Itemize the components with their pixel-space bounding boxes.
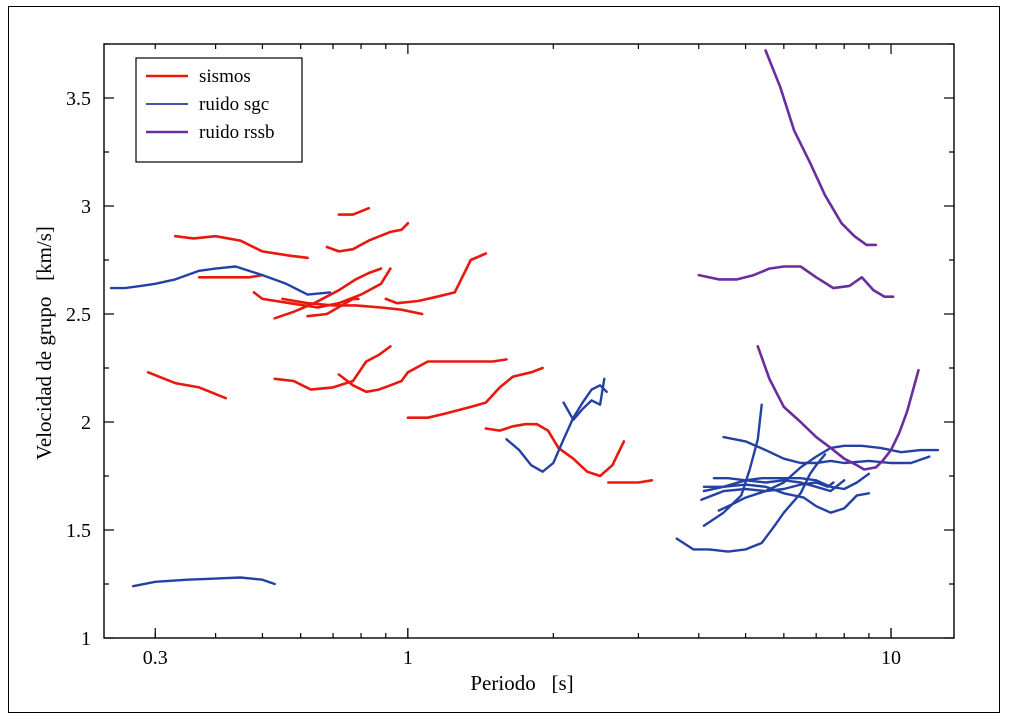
x-tick-label: 1	[403, 647, 413, 669]
legend-label-ruido-sgc: ruido sgc	[199, 94, 269, 115]
series-ruido-sgc-curve-9	[717, 444, 940, 512]
series-ruido-rssb-curve-0	[764, 49, 878, 247]
axis-ticks: 1 1.5 2 2.5 3 3.5 0.3 1 10	[66, 43, 954, 669]
series-ruido-sgc-curve-3	[562, 377, 606, 421]
series-sismos-curve-7	[306, 297, 360, 318]
series-ruido-rssb-curve-1	[697, 265, 895, 299]
series-ruido-sgc-curve-8	[700, 481, 835, 501]
y-tick-label: 2.5	[66, 304, 91, 326]
chart-frame	[8, 6, 1000, 713]
y-tick-label: 1.5	[66, 520, 91, 542]
series-ruido-sgc-curve-5	[712, 477, 846, 493]
plot-curves	[109, 49, 940, 588]
series-sismos-curve-2	[325, 222, 410, 253]
series-sismos-curve-10	[273, 345, 392, 391]
series-ruido-sgc-curve-7	[702, 472, 871, 493]
series-sismos-curve-11	[337, 358, 508, 394]
series-sismos-curve-6	[281, 297, 424, 316]
legend-label-sismos: sismos	[199, 66, 251, 87]
legend: sismos ruido sgc ruido rssb	[135, 57, 303, 163]
series-sismos-curve-13	[484, 422, 626, 478]
series-sismos-curve-1	[337, 206, 371, 216]
y-tick-label: 3.5	[66, 88, 91, 110]
y-tick-label: 3	[81, 196, 91, 218]
x-axis-title: Periodo [s]	[470, 671, 573, 695]
series-sismos-curve-12	[406, 366, 544, 420]
series-sismos-curve-0	[173, 234, 309, 260]
series-sismos-curve-8	[384, 252, 488, 305]
series-ruido-sgc-curve-0	[109, 265, 332, 296]
series-sismos-curve-14	[607, 478, 654, 484]
series-ruido-sgc-curve-2	[505, 384, 608, 473]
series-sismos-curve-4	[273, 267, 383, 320]
series-sismos-curve-5	[252, 267, 392, 309]
x-tick-label: 0.3	[143, 647, 168, 669]
series-sismos-curve-9	[146, 370, 228, 400]
y-axis-title: Velocidad de grupo [km/s]	[32, 226, 56, 460]
series-ruido-sgc-curve-11	[702, 403, 763, 527]
x-tick-label: 10	[881, 647, 901, 669]
series-ruido-sgc-curve-1	[131, 576, 276, 588]
plot-area-border	[103, 43, 955, 639]
legend-label-ruido-rssb: ruido rssb	[199, 122, 274, 143]
series-sismos-curve-3	[197, 273, 264, 279]
series-ruido-sgc-curve-10	[722, 435, 931, 465]
series-ruido-rssb-curve-2	[756, 345, 920, 471]
y-tick-label: 2	[81, 412, 91, 434]
series-ruido-sgc-curve-6	[702, 483, 871, 514]
y-tick-label: 1	[81, 628, 91, 650]
series-ruido-sgc-curve-4	[675, 453, 827, 553]
